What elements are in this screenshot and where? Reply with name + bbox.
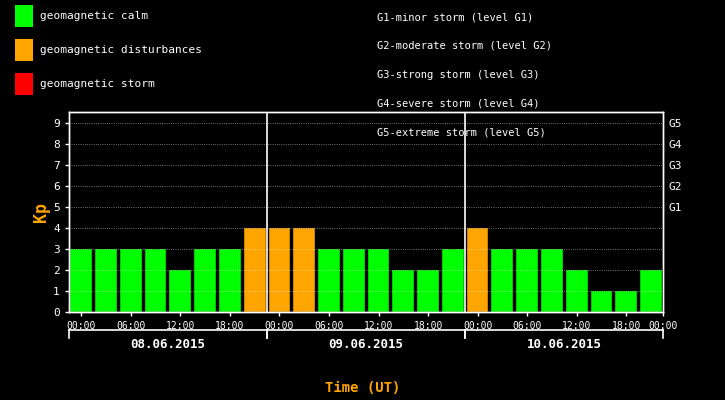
Bar <box>591 291 613 312</box>
Text: 08.06.2015: 08.06.2015 <box>130 338 205 350</box>
Bar <box>145 249 167 312</box>
Bar <box>170 270 191 312</box>
Bar <box>120 249 141 312</box>
Bar <box>294 228 315 312</box>
Text: G1-minor storm (level G1): G1-minor storm (level G1) <box>377 12 534 22</box>
Text: Time (UT): Time (UT) <box>325 381 400 395</box>
Text: 10.06.2015: 10.06.2015 <box>527 338 602 350</box>
Bar <box>442 249 464 312</box>
Bar <box>219 249 241 312</box>
Text: geomagnetic disturbances: geomagnetic disturbances <box>40 45 202 55</box>
Text: G5-extreme storm (level G5): G5-extreme storm (level G5) <box>377 127 546 137</box>
Y-axis label: Kp: Kp <box>33 202 50 222</box>
Bar <box>95 249 117 312</box>
Bar <box>541 249 563 312</box>
Bar <box>194 249 216 312</box>
Bar <box>268 228 290 312</box>
Bar <box>417 270 439 312</box>
Bar <box>244 228 265 312</box>
Bar <box>566 270 587 312</box>
Bar <box>516 249 538 312</box>
Text: G4-severe storm (level G4): G4-severe storm (level G4) <box>377 98 539 108</box>
Text: G3-strong storm (level G3): G3-strong storm (level G3) <box>377 70 539 80</box>
Text: 09.06.2015: 09.06.2015 <box>328 338 404 350</box>
Bar <box>640 270 662 312</box>
Bar <box>616 291 637 312</box>
Text: G2-moderate storm (level G2): G2-moderate storm (level G2) <box>377 41 552 51</box>
Bar <box>368 249 389 312</box>
Bar <box>343 249 365 312</box>
Text: geomagnetic calm: geomagnetic calm <box>40 11 148 21</box>
Bar <box>467 228 489 312</box>
Text: geomagnetic storm: geomagnetic storm <box>40 79 154 89</box>
Bar <box>70 249 92 312</box>
Bar <box>392 270 414 312</box>
Bar <box>492 249 513 312</box>
Bar <box>318 249 340 312</box>
